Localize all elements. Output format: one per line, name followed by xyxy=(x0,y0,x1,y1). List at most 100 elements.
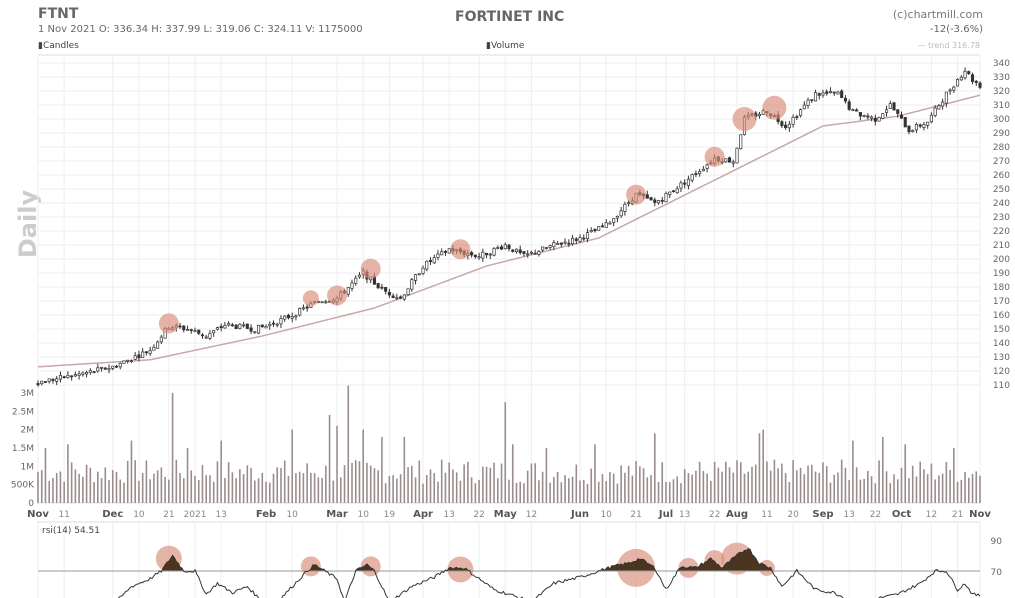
candle-body xyxy=(941,101,945,107)
candle-body xyxy=(664,193,668,203)
candle-body xyxy=(208,333,212,339)
candle-body xyxy=(156,341,160,349)
candle-body xyxy=(903,117,907,128)
x-tick-label: 22 xyxy=(709,510,720,520)
candle-body xyxy=(956,79,960,87)
candle-body xyxy=(470,252,474,256)
candle-body xyxy=(892,102,896,111)
candle-body xyxy=(92,371,96,373)
candle-body xyxy=(447,248,451,254)
candle-body xyxy=(608,222,612,225)
price-tick-label: 130 xyxy=(993,353,1010,363)
copyright[interactable]: (c)chartmill.com xyxy=(892,8,983,21)
price-tick-label: 310 xyxy=(993,101,1010,111)
candle-body xyxy=(290,316,294,319)
candle-body xyxy=(873,117,877,122)
candle-body xyxy=(283,315,287,320)
candle-body xyxy=(182,325,186,331)
candle-body xyxy=(133,355,137,360)
candle-body xyxy=(350,282,354,289)
candle-body xyxy=(380,286,384,289)
legend-volume-label: Volume xyxy=(490,41,525,51)
candle-body xyxy=(735,147,739,164)
volume-tick-label: 0 xyxy=(28,499,34,509)
candle-body xyxy=(967,71,971,74)
candle-body xyxy=(567,242,571,245)
candle-body xyxy=(305,306,309,309)
candle-body xyxy=(298,307,302,316)
candle-body xyxy=(847,101,851,110)
candle-body xyxy=(922,124,926,128)
candle-body xyxy=(645,194,649,199)
price-tick-label: 140 xyxy=(993,339,1010,349)
candle-body xyxy=(851,109,855,112)
candle-body xyxy=(533,252,537,255)
x-tick-label: 13 xyxy=(679,510,690,520)
x-tick-label: 12 xyxy=(926,510,937,520)
legend-candles[interactable]: ▮Candles xyxy=(38,41,79,51)
candle-body xyxy=(810,99,814,101)
candle-body xyxy=(858,112,862,117)
candle-body xyxy=(671,190,676,193)
candle-body xyxy=(836,91,840,95)
candle-body xyxy=(791,116,795,125)
x-tick-label: 21 xyxy=(952,510,963,520)
candle-body xyxy=(185,329,190,331)
candle-body xyxy=(440,251,444,256)
candle-body xyxy=(77,373,81,376)
x-tick-label: 19 xyxy=(384,510,396,520)
candle-body xyxy=(436,253,440,258)
symbol: FTNT xyxy=(38,6,79,22)
candle-body xyxy=(477,256,481,259)
candle-body xyxy=(384,287,388,292)
candle-body xyxy=(85,371,89,375)
candle-body xyxy=(324,301,328,304)
candle-body xyxy=(492,248,496,256)
ohlc-readout: 1 Nov 2021 O: 336.34 H: 337.99 L: 319.06… xyxy=(38,24,363,35)
candle-body xyxy=(443,251,448,253)
x-tick-label: Feb xyxy=(256,509,276,520)
candle-body xyxy=(376,283,380,289)
x-tick-label: Oct xyxy=(892,509,911,520)
candle-body xyxy=(200,334,205,337)
candle-body xyxy=(698,171,702,174)
candle-body xyxy=(245,323,249,329)
price-tick-label: 210 xyxy=(993,241,1010,251)
candle-body xyxy=(974,80,978,83)
candle-body xyxy=(899,114,904,119)
candle-body xyxy=(47,378,51,382)
candle-body xyxy=(421,267,425,274)
candle-body xyxy=(40,380,44,385)
candle-body xyxy=(686,178,690,186)
candle-body xyxy=(978,82,982,88)
candle-body xyxy=(88,370,92,373)
x-tick-label: 10 xyxy=(357,510,369,520)
candle-body xyxy=(563,241,567,244)
legend-volume[interactable]: ▮Volume xyxy=(486,41,525,51)
x-tick-label: Dec xyxy=(102,509,123,520)
candle-body xyxy=(238,323,242,329)
candle-body xyxy=(675,188,679,194)
candle-body xyxy=(866,115,870,118)
candle-body xyxy=(107,368,111,371)
x-tick-label: 10 xyxy=(286,510,298,520)
candle-body xyxy=(541,246,545,251)
candle-body xyxy=(570,237,575,245)
candle-body xyxy=(219,326,223,329)
candle-body xyxy=(544,247,548,249)
candle-body xyxy=(148,350,152,354)
candle-body xyxy=(73,374,77,377)
candle-body xyxy=(970,74,975,82)
price-tick-label: 190 xyxy=(993,269,1010,279)
price-highlight-circle xyxy=(450,239,471,260)
candle-body xyxy=(959,76,963,81)
candle-body xyxy=(694,173,698,175)
candle-body xyxy=(159,336,163,343)
candle-body xyxy=(653,199,657,203)
candle-body xyxy=(604,222,608,228)
candle-body xyxy=(499,246,504,250)
candle-body xyxy=(884,109,889,113)
candle-body xyxy=(346,287,350,295)
candle-body xyxy=(253,331,257,334)
